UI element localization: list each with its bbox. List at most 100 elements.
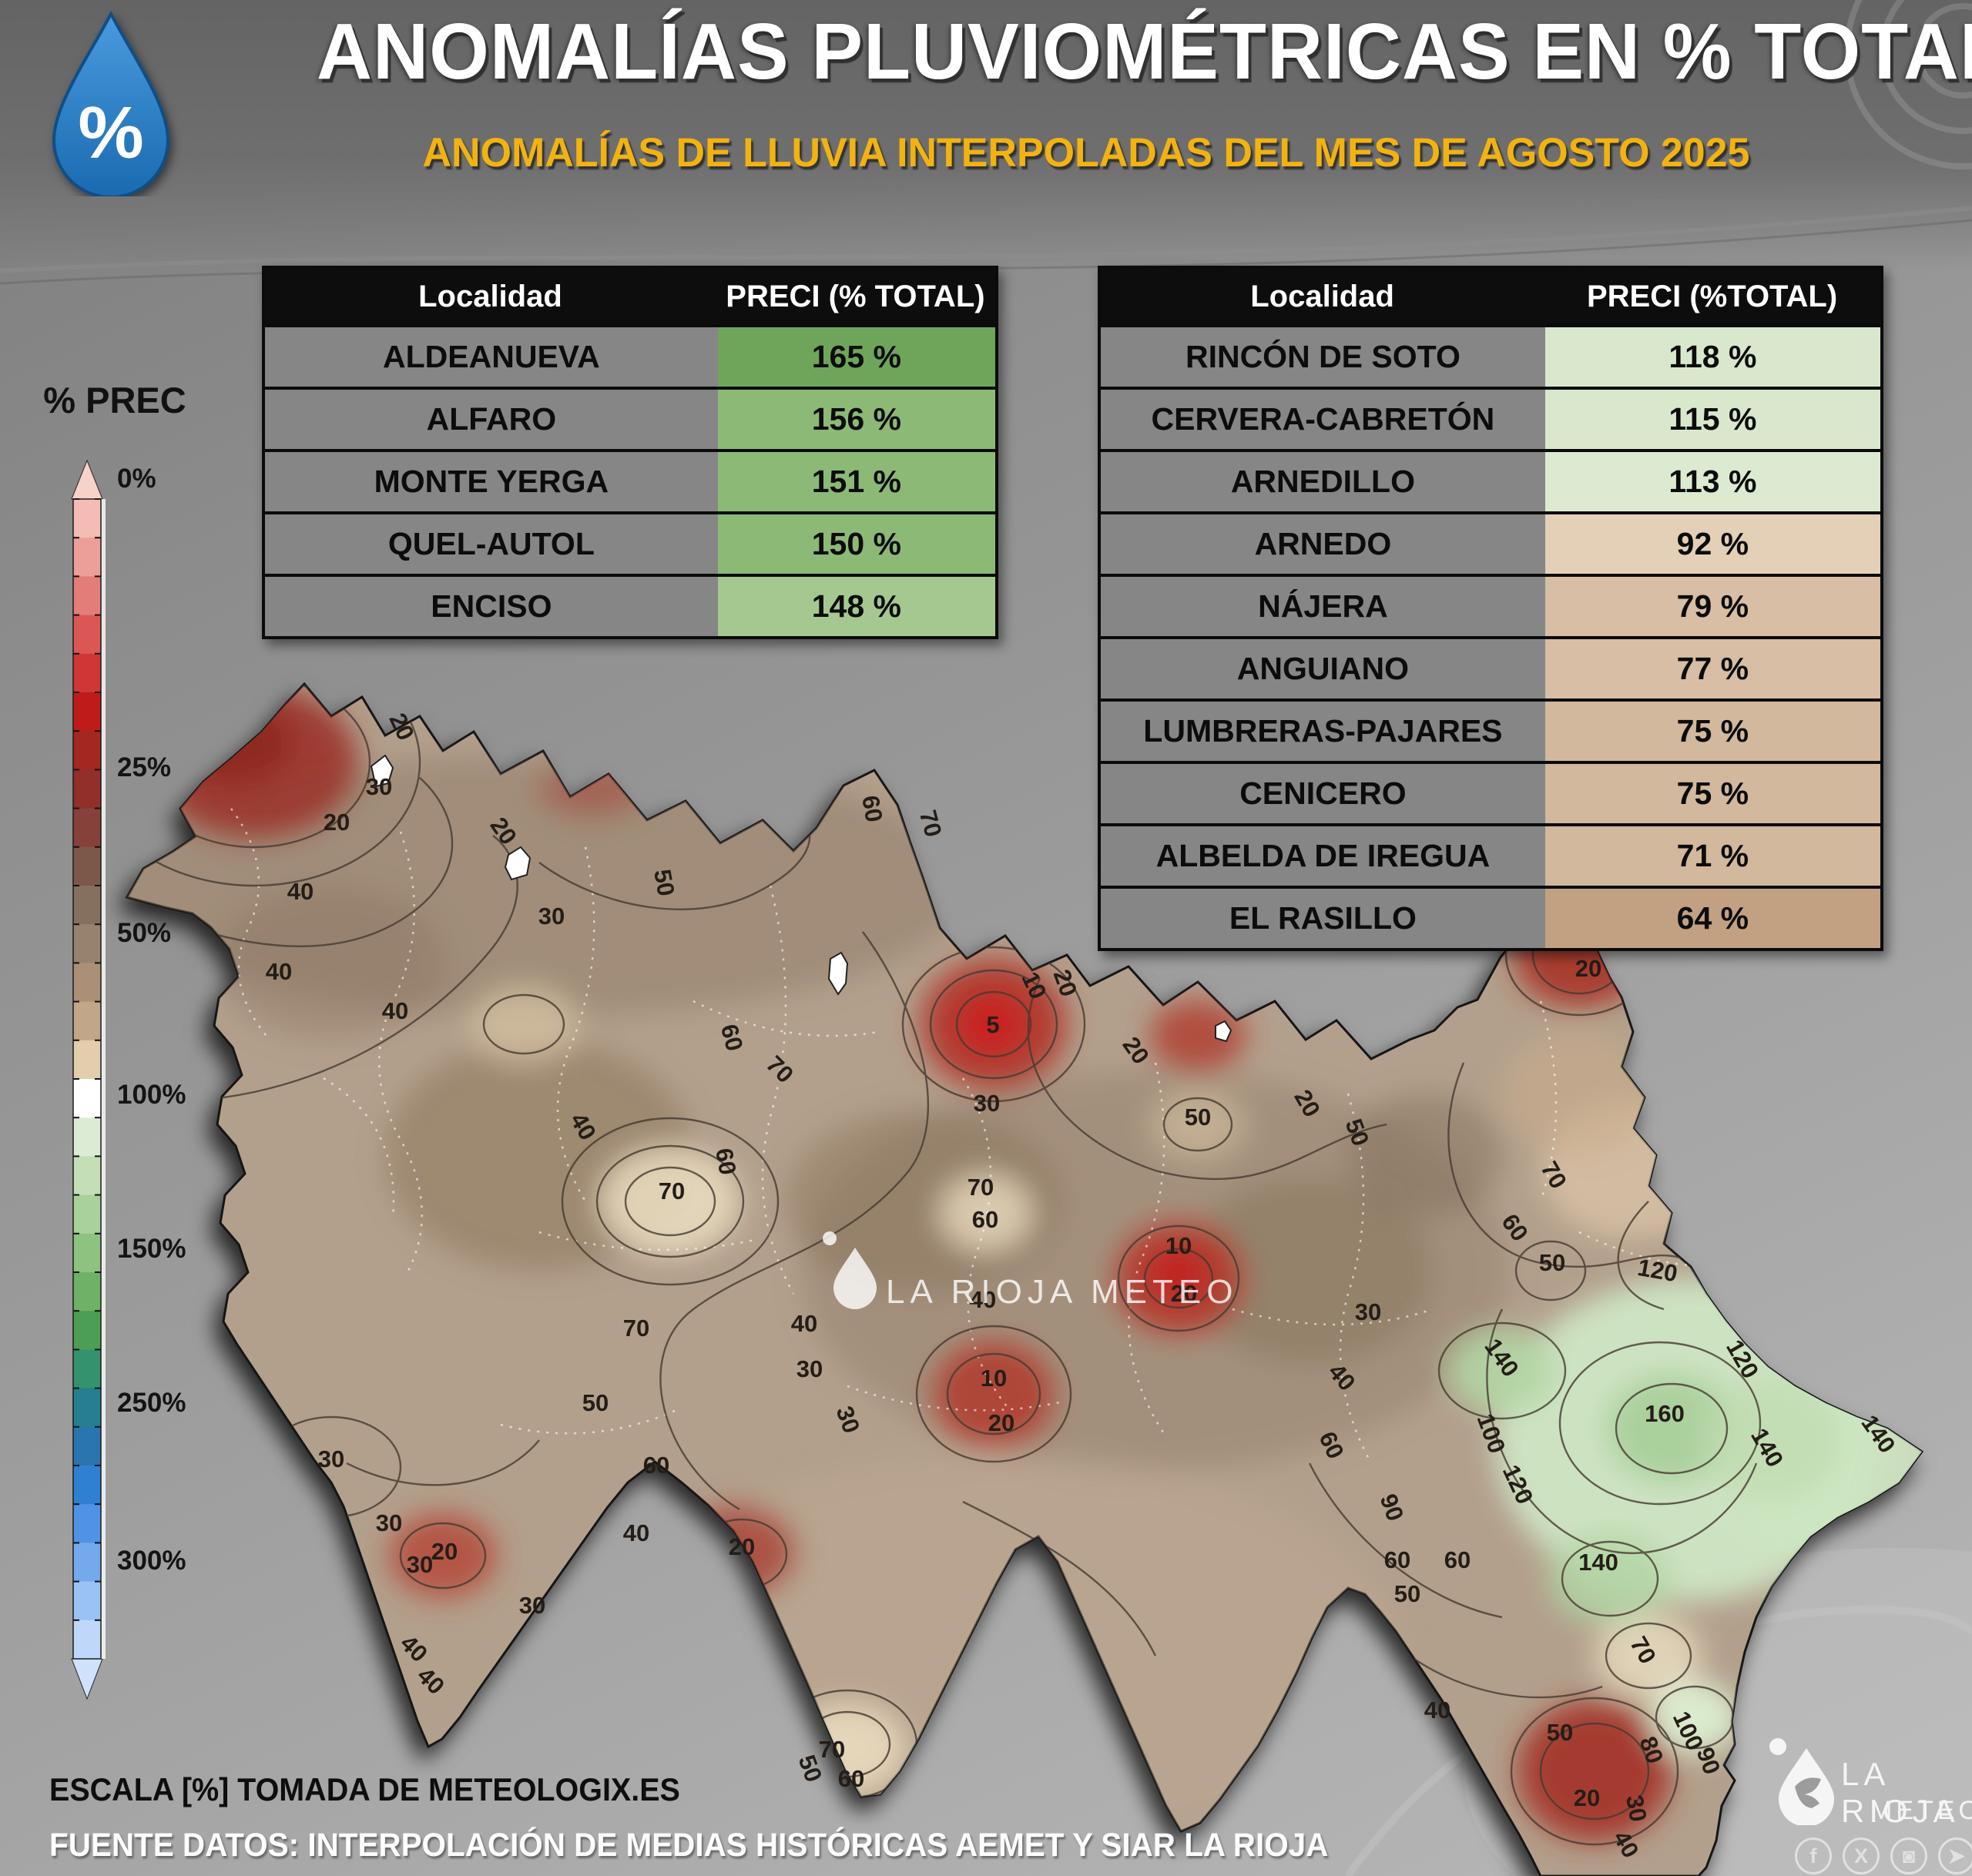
svg-text:10: 10 <box>981 1365 1007 1392</box>
precip-value-cell: 75 % <box>1544 702 1880 761</box>
scale-source-note: ESCALA [%] TOMADA DE METEOLOGIX.ES <box>49 1771 680 1807</box>
column-header: PRECI (% TOTAL) <box>726 279 985 313</box>
table-row: ALBELDA DE IREGUA 71 % <box>1101 823 1880 886</box>
percent-drop-icon: % <box>52 10 170 196</box>
svg-text:160: 160 <box>1645 1400 1685 1427</box>
table-row: NÁJERA 79 % <box>1101 574 1880 636</box>
locality-cell: ALFARO <box>265 390 718 449</box>
table-header: Localidad PRECI (% TOTAL) <box>265 269 995 324</box>
svg-text:140: 140 <box>1578 1549 1618 1576</box>
svg-text:60: 60 <box>838 1765 864 1792</box>
svg-text:50: 50 <box>649 867 679 898</box>
svg-text:60: 60 <box>643 1452 669 1479</box>
precip-value-cell: 118 % <box>1544 327 1880 387</box>
scale-tick-label: 150% <box>117 1234 186 1264</box>
svg-text:20: 20 <box>729 1533 755 1560</box>
scale-tick-label: 100% <box>117 1080 186 1110</box>
svg-text:30: 30 <box>366 773 392 800</box>
scale-tick-label: 300% <box>117 1546 186 1576</box>
precip-value-cell: 92 % <box>1544 514 1880 574</box>
locality-cell: EL RASILLO <box>1101 889 1545 948</box>
precip-value-cell: 151 % <box>717 452 995 511</box>
table-row: RINCÓN DE SOTO 118 % <box>1101 324 1880 387</box>
top-anomalies-table: Localidad PRECI (% TOTAL) ALDEANUEVA 165 % A… <box>262 266 998 639</box>
scale-tick-label: 250% <box>117 1388 186 1418</box>
municipal-boundaries <box>230 808 1765 1464</box>
page-title: ANOMALÍAS PLUVIOMÉTRICAS EN % TOTAL <box>316 7 1972 95</box>
svg-text:50: 50 <box>1539 1249 1565 1276</box>
svg-text:30: 30 <box>519 1592 545 1619</box>
locality-cell: QUEL-AUTOL <box>265 514 718 574</box>
svg-text:5: 5 <box>986 1011 999 1038</box>
table-header: Localidad PRECI (%TOTAL) <box>1101 269 1880 324</box>
column-header: Localidad <box>418 279 562 313</box>
station-anomalies-table: Localidad PRECI (%TOTAL) RINCÓN DE SOTO 118… <box>1098 266 1883 951</box>
table-row: ALDEANUEVA 165 % <box>265 324 995 387</box>
precip-value-cell: 113 % <box>1544 452 1880 511</box>
svg-text:40: 40 <box>266 958 292 985</box>
precip-value-cell: 156 % <box>717 390 995 449</box>
svg-text:30: 30 <box>1621 1793 1652 1824</box>
precip-value-cell: 79 % <box>1544 577 1880 636</box>
map-watermark: LA RIOJA METEO <box>823 1231 1232 1311</box>
logo-drop-icon <box>1769 1738 1834 1827</box>
svg-text:30: 30 <box>974 1090 1000 1117</box>
precip-value-cell: 165 % <box>717 327 995 387</box>
data-source-note: FUENTE DATOS: INTERPOLACIÓN DE MEDIAS HI… <box>49 1827 1329 1864</box>
table-row: QUEL-AUTOL 150 % <box>265 511 995 574</box>
locality-cell: ALBELDA DE IREGUA <box>1101 826 1545 886</box>
svg-text:30: 30 <box>797 1355 823 1382</box>
precip-value-cell: 148 % <box>717 577 995 636</box>
table-row: ENCISO 148 % <box>265 574 995 636</box>
svg-text:70: 70 <box>623 1315 649 1342</box>
locality-cell: CERVERA-CABRETÓN <box>1101 390 1545 449</box>
locality-cell: ALDEANUEVA <box>265 327 718 387</box>
x-icon[interactable]: X <box>1843 1837 1880 1874</box>
column-header: Localidad <box>1250 279 1394 313</box>
table-row: CENICERO 75 % <box>1101 761 1880 823</box>
svg-text:50: 50 <box>582 1389 609 1416</box>
color-scale-bar <box>71 459 106 1700</box>
scale-tick-label: 25% <box>117 752 172 782</box>
table-row: EL RASILLO 64 % <box>1101 886 1880 948</box>
svg-text:60: 60 <box>1384 1546 1410 1573</box>
svg-text:60: 60 <box>972 1206 998 1233</box>
svg-text:70: 70 <box>659 1178 685 1204</box>
table-row: MONTE YERGA 151 % <box>265 449 995 511</box>
svg-text:40: 40 <box>970 1286 996 1313</box>
svg-text:70: 70 <box>968 1174 994 1201</box>
svg-text:40: 40 <box>623 1519 649 1546</box>
svg-text:30: 30 <box>407 1551 433 1578</box>
svg-text:20: 20 <box>1574 1784 1600 1811</box>
svg-text:50: 50 <box>1394 1580 1420 1607</box>
telegram-icon[interactable]: ➤ <box>1938 1837 1972 1874</box>
page-subtitle: ANOMALÍAS DE LLUVIA INTERPOLADAS DEL MES… <box>422 130 1750 176</box>
precip-value-cell: 71 % <box>1544 826 1880 886</box>
svg-text:20: 20 <box>1575 955 1601 982</box>
precip-value-cell: 77 % <box>1544 639 1880 698</box>
table-row: ARNEDO 92 % <box>1101 511 1880 574</box>
locality-cell: ANGUIANO <box>1101 639 1545 698</box>
svg-text:20: 20 <box>431 1538 458 1565</box>
precip-value-cell: 75 % <box>1544 764 1880 823</box>
logo-text-line1: LA RIOJA <box>1841 1756 1960 1829</box>
svg-text:30: 30 <box>318 1446 344 1472</box>
svg-text:50: 50 <box>1547 1719 1573 1746</box>
svg-text:40: 40 <box>1424 1697 1450 1724</box>
svg-text:%: % <box>78 92 143 174</box>
locality-cell: RINCÓN DE SOTO <box>1101 327 1545 387</box>
locality-cell: ARNEDO <box>1101 514 1545 574</box>
table-row: ALFARO 156 % <box>265 387 995 449</box>
precip-value-cell: 64 % <box>1544 889 1880 948</box>
table-row: LUMBRERAS-PAJARES 75 % <box>1101 698 1880 761</box>
scale-tick-label: 50% <box>117 918 172 948</box>
locality-cell: CENICERO <box>1101 764 1545 823</box>
facebook-icon[interactable]: f <box>1795 1837 1832 1874</box>
precip-value-cell: 150 % <box>717 514 995 574</box>
locality-cell: MONTE YERGA <box>265 452 718 511</box>
instagram-icon[interactable]: ◙ <box>1890 1837 1927 1874</box>
svg-text:30: 30 <box>1355 1298 1381 1325</box>
svg-text:20: 20 <box>988 1409 1015 1436</box>
reservoir-shapes <box>370 754 1232 1043</box>
locality-cell: NÁJERA <box>1101 577 1545 636</box>
